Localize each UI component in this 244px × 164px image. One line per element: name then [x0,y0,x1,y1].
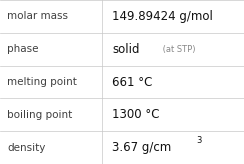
Text: 661 °C: 661 °C [112,75,152,89]
Text: solid: solid [112,43,140,56]
Text: 3.67 g/cm: 3.67 g/cm [112,141,172,154]
Text: 1300 °C: 1300 °C [112,108,160,121]
Text: (at STP): (at STP) [160,45,195,54]
Text: boiling point: boiling point [7,110,72,120]
Text: molar mass: molar mass [7,11,68,21]
Text: 149.89424 g/mol: 149.89424 g/mol [112,10,213,23]
Text: melting point: melting point [7,77,77,87]
Text: phase: phase [7,44,39,54]
Text: 3: 3 [196,136,202,145]
Text: density: density [7,143,46,153]
